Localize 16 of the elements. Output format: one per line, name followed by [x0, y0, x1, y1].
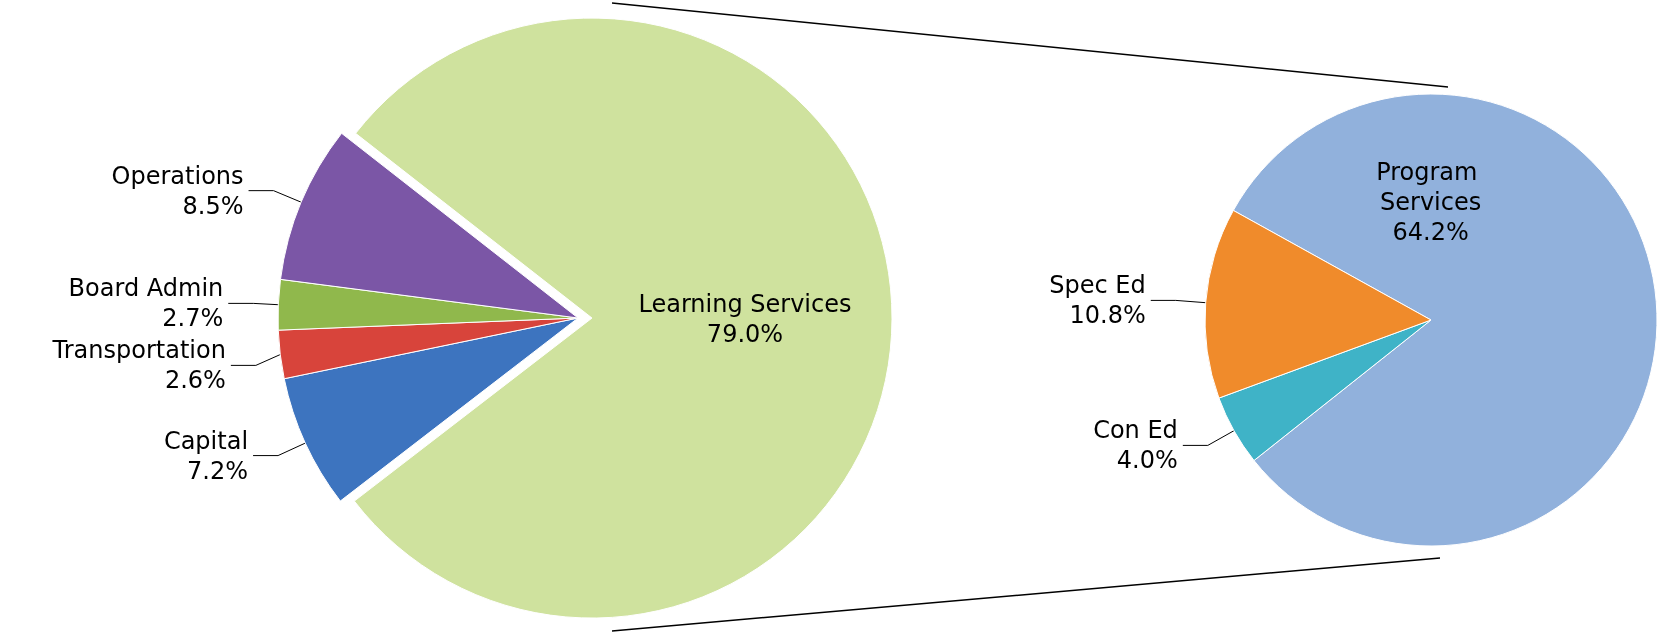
slice-label: Con Ed: [1093, 416, 1178, 445]
slice-label: Board Admin: [68, 274, 224, 303]
data-label: 7.2%: [187, 456, 249, 485]
data-label: 2.6%: [164, 366, 226, 395]
data-label: 2.7%: [162, 304, 224, 333]
data-label: 64.2%: [1392, 218, 1469, 247]
slice-label: Capital: [163, 426, 249, 455]
slice-label: Learning Services: [638, 289, 852, 318]
slice-label: Operations: [111, 161, 244, 190]
slice-label: Program Services: [1376, 158, 1486, 217]
slice-label: Transportation: [51, 336, 226, 365]
slice-label: Spec Ed: [1049, 271, 1146, 300]
data-label: 79.0%: [706, 319, 784, 348]
data-label: 8.5%: [182, 191, 244, 220]
data-label: 10.8%: [1069, 301, 1146, 330]
data-label: 4.0%: [1116, 446, 1178, 475]
